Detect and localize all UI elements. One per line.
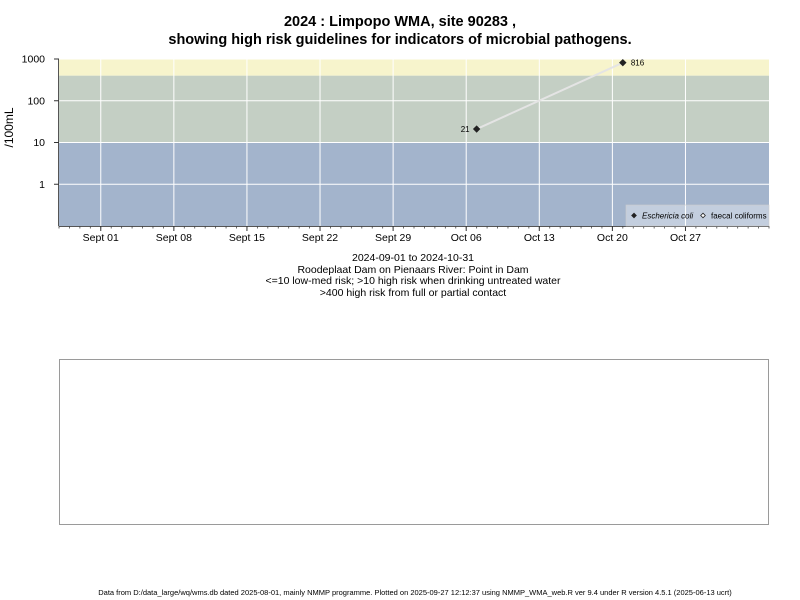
legend-marker-1 <box>700 212 706 219</box>
y-axis-label: /100mL <box>2 107 16 147</box>
y-tick-label: 10 <box>33 137 45 149</box>
caption-site: Roodeplaat Dam on Pienaars River: Point … <box>297 263 529 276</box>
legend-marker-0 <box>631 212 637 219</box>
x-tick-label: Sept 15 <box>229 232 265 244</box>
data-label: 816 <box>631 59 645 68</box>
x-tick-label: Oct 13 <box>524 232 555 244</box>
caption-date-range: 2024-09-01 to 2024-10-31 <box>351 252 474 264</box>
data-point <box>472 125 481 133</box>
y-tick-label: 100 <box>27 95 45 107</box>
empty-plot-panel <box>59 359 769 525</box>
x-tick-label: Oct 27 <box>670 232 701 244</box>
caption-high-risk-note: >400 high risk from full or partial cont… <box>319 286 507 299</box>
chart-title-line1: 2024 : Limpopo WMA, site 90283 , <box>283 14 517 30</box>
legend-label-1: faecal coliforms <box>711 212 767 221</box>
x-tick-label: Sept 29 <box>375 232 411 244</box>
risk-band-1 <box>59 75 769 143</box>
y-tick-label: 1000 <box>22 54 46 66</box>
data-label: 21 <box>461 125 470 134</box>
chart-title-line2: showing high risk guidelines for indicat… <box>168 32 632 48</box>
x-tick-label: Sept 08 <box>156 232 192 244</box>
caption-low-risk-note: <=10 low-med risk; >10 high risk when dr… <box>265 275 561 287</box>
data-source-footer: Data from D:/data_large/wq/wms.db dated … <box>98 588 732 597</box>
series-line-0 <box>476 61 624 130</box>
legend-box <box>625 204 770 227</box>
x-tick-label: Oct 06 <box>451 232 482 244</box>
legend-label-0: Eschericia coli <box>642 212 693 221</box>
x-tick-label: Sept 22 <box>302 232 338 244</box>
data-point <box>619 58 627 67</box>
y-tick-label: 1 <box>39 179 45 191</box>
microbial-pathogen-chart: 1 10 100 1000/100mL Sept 01 Sept 08 Sept 15 Sep… <box>2 54 770 244</box>
risk-band-2 <box>59 59 769 76</box>
x-tick-label: Oct 20 <box>597 232 628 244</box>
x-tick-label: Sept 01 <box>83 232 119 244</box>
